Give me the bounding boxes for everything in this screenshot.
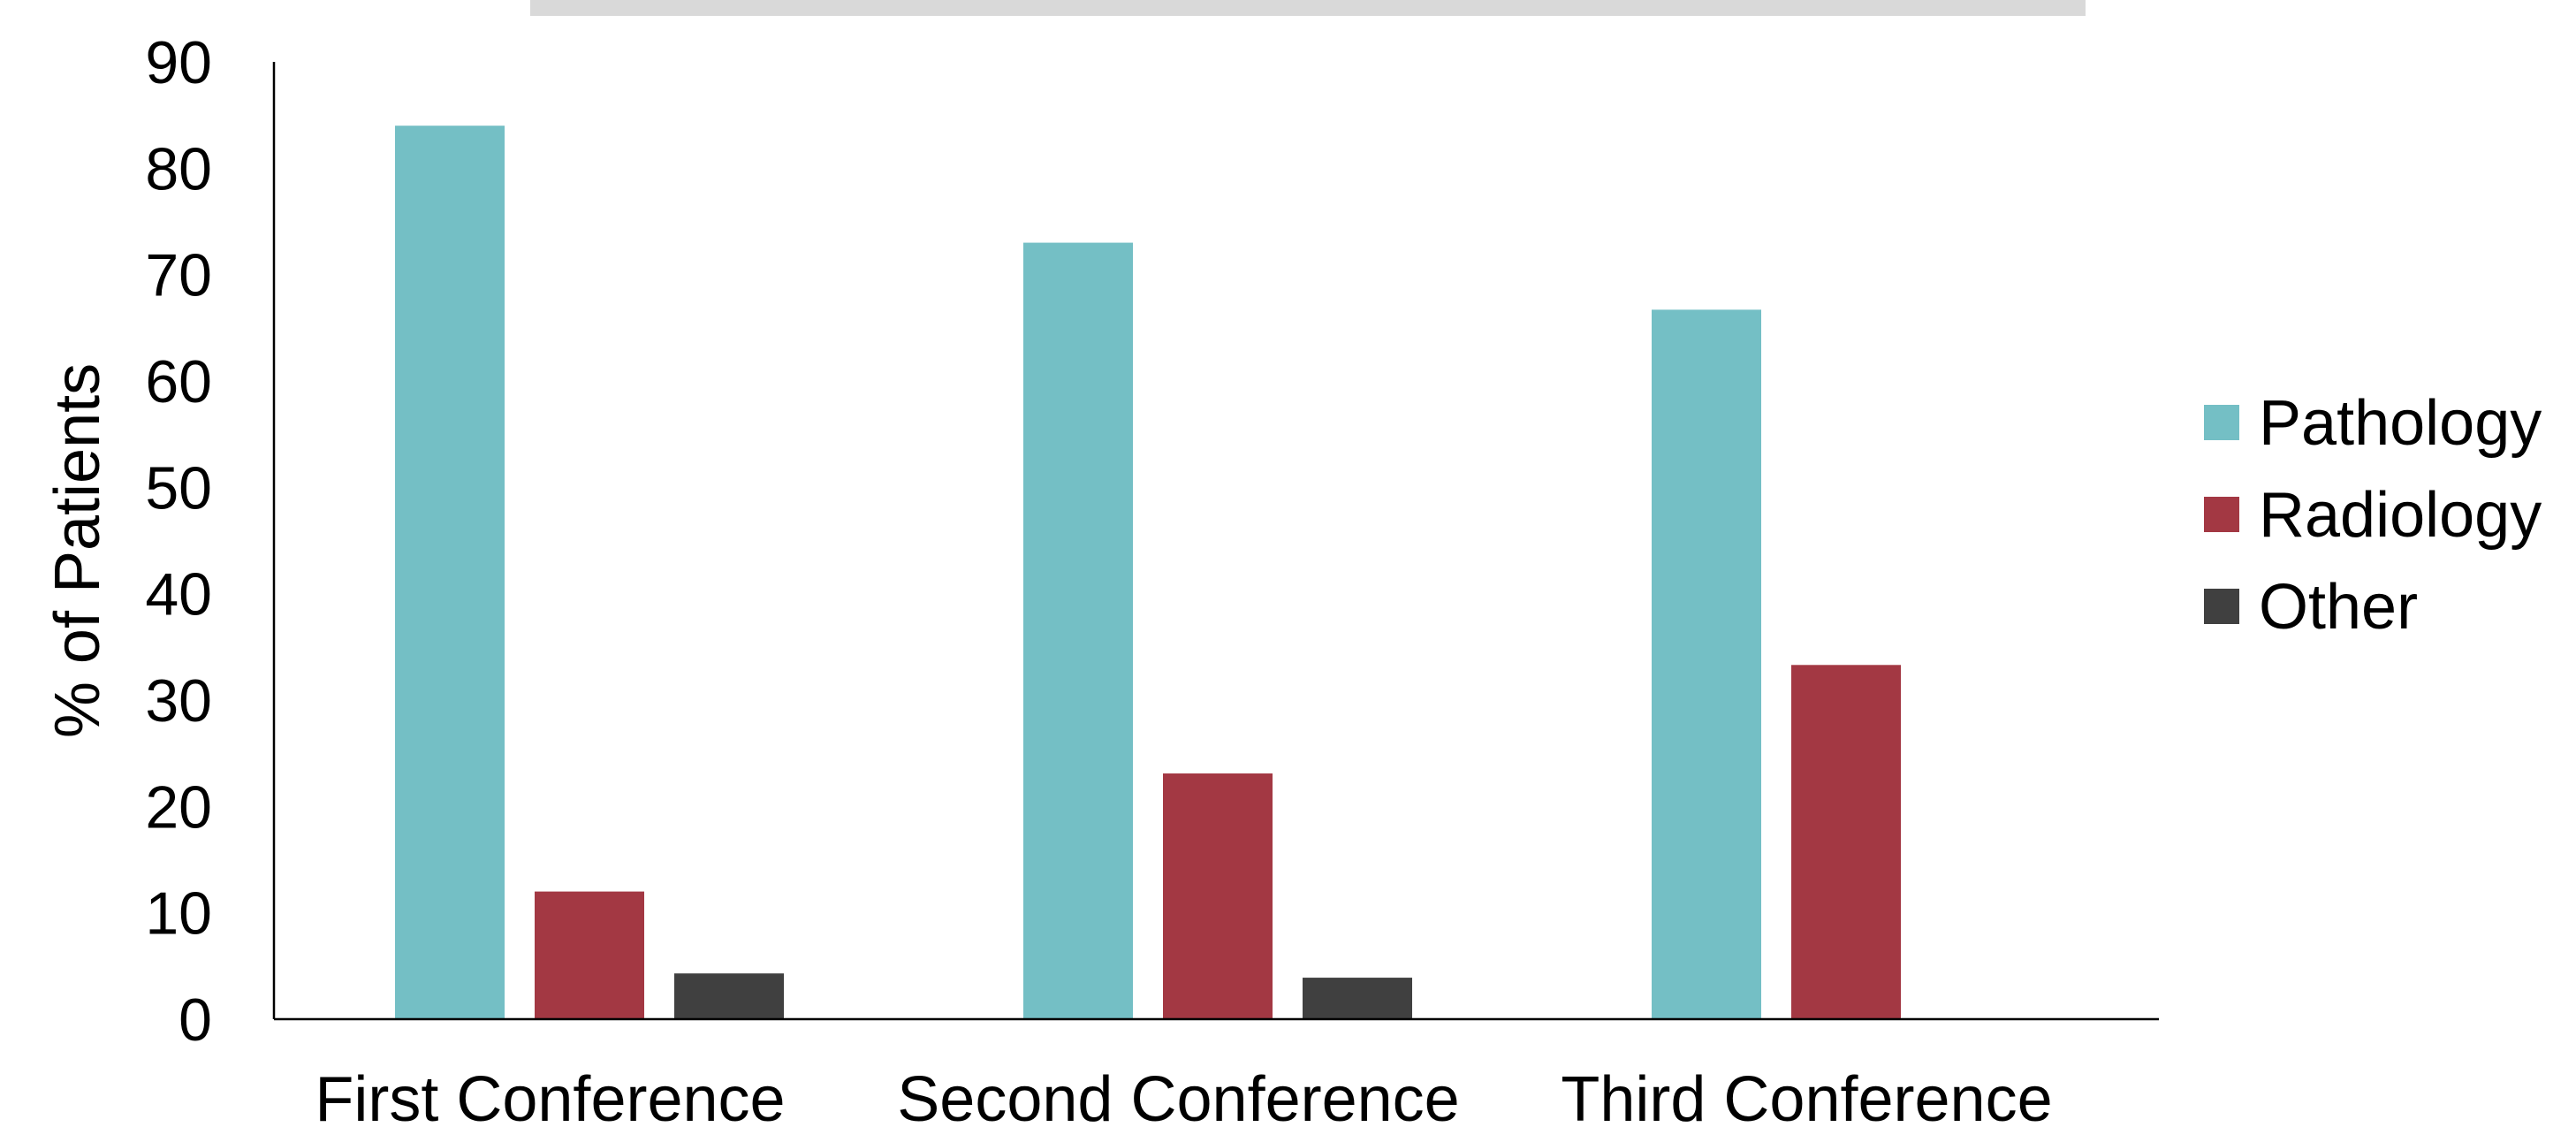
x-category-label: Second Conference <box>897 1064 1459 1127</box>
y-tick-label: 40 <box>145 561 212 628</box>
bar-pathology <box>1023 242 1133 1020</box>
title-banner <box>530 0 2086 16</box>
legend: Pathology Radiology Other <box>2204 388 2542 643</box>
legend-swatch-radiology <box>2204 497 2239 532</box>
bar-radiology <box>1163 773 1273 1019</box>
y-axis-title: % of Patients <box>42 363 113 738</box>
bar-pathology <box>1652 309 1761 1019</box>
y-tick-label: 30 <box>145 667 212 735</box>
y-tick-label: 70 <box>145 242 212 309</box>
x-category-label: Third Conference <box>1561 1064 2052 1127</box>
legend-label-radiology: Radiology <box>2259 480 2542 551</box>
y-tick-label: 0 <box>179 986 212 1054</box>
bars-group <box>395 126 1901 1020</box>
x-axis-categories: First Conference Second Conference Third C… <box>315 1064 2052 1127</box>
bar-radiology <box>535 891 644 1019</box>
y-tick-label: 60 <box>145 348 212 415</box>
y-tick-label: 10 <box>145 880 212 948</box>
bar-other <box>674 973 784 1019</box>
y-axis-ticks: 0 10 20 30 40 50 60 70 80 90 <box>145 29 212 1054</box>
x-category-label: First Conference <box>315 1064 785 1127</box>
legend-swatch-pathology <box>2204 405 2239 440</box>
legend-label-pathology: Pathology <box>2259 388 2542 459</box>
legend-swatch-other <box>2204 589 2239 624</box>
y-tick-label: 50 <box>145 454 212 522</box>
y-tick-label: 80 <box>145 135 212 202</box>
y-tick-label: 20 <box>145 773 212 841</box>
bar-other <box>1303 978 1412 1019</box>
y-tick-label: 90 <box>145 29 212 96</box>
bar-pathology <box>395 126 505 1019</box>
legend-label-other: Other <box>2259 572 2418 643</box>
bar-radiology <box>1791 665 1901 1019</box>
